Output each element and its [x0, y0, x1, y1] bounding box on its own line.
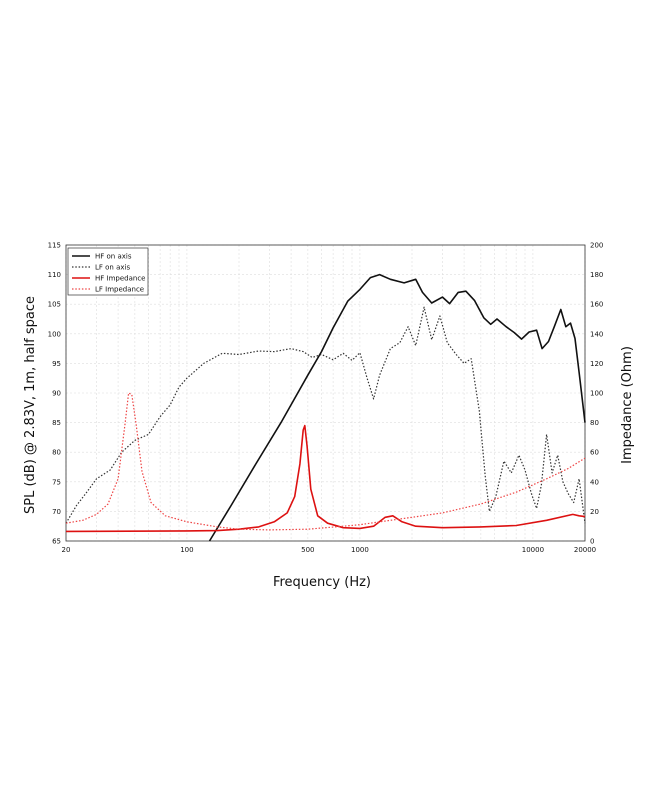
y-right-tick-label: 180 [590, 271, 603, 279]
x-tick-label: 500 [301, 546, 314, 554]
legend-label: HF on axis [95, 253, 132, 261]
y-right-tick-label: 40 [590, 478, 599, 486]
y-right-tick-label: 20 [590, 508, 599, 516]
x-tick-label: 20000 [574, 546, 596, 554]
y-left-tick-label: 65 [52, 538, 61, 546]
y-left-axis-ticks: 65 70 75 80 85 90 95 100 105 110 115 [48, 242, 61, 546]
y-left-tick-label: 90 [52, 390, 61, 398]
y-right-tick-label: 100 [590, 390, 603, 398]
series-hf-on-axis [208, 273, 586, 542]
y-left-tick-label: 75 [52, 478, 61, 486]
y-right-tick-label: 60 [590, 449, 599, 457]
legend-label: LF on axis [95, 264, 130, 272]
y-left-tick-label: 70 [52, 508, 61, 516]
y-right-tick-label: 80 [590, 419, 599, 427]
y-right-tick-label: 200 [590, 242, 603, 250]
y-left-tick-label: 100 [48, 330, 61, 338]
y-left-tick-label: 80 [52, 449, 61, 457]
y-right-axis-title: Impedance (Ohm) [620, 346, 635, 464]
legend: HF on axis LF on axis HF Impedance LF Imped… [67, 247, 149, 296]
series-lf-on-axis [65, 306, 586, 524]
y-left-tick-label: 85 [52, 419, 61, 427]
y-left-tick-label: 105 [48, 301, 61, 309]
y-left-tick-label: 110 [48, 271, 61, 279]
y-right-tick-label: 160 [590, 301, 603, 309]
y-right-tick-label: 0 [590, 538, 594, 546]
x-axis-title: Frequency (Hz) [273, 575, 371, 590]
y-left-tick-label: 95 [52, 360, 61, 368]
y-right-axis-ticks: 0 20 40 60 80 100 120 140 160 180 200 [590, 242, 603, 546]
y-right-tick-label: 140 [590, 330, 603, 338]
legend-label: HF Impedance [95, 275, 145, 283]
x-tick-label: 1000 [351, 546, 369, 554]
y-left-axis-title: SPL (dB) @ 2.83V, 1m, half space [23, 296, 38, 514]
plot-frame [65, 244, 586, 542]
x-tick-label: 10000 [522, 546, 544, 554]
series-lf-impedance [65, 392, 586, 531]
series-hf-impedance [65, 424, 586, 533]
y-left-tick-label: 115 [48, 242, 61, 250]
x-tick-label: 20 [62, 546, 71, 554]
legend-label: LF Impedance [95, 286, 144, 294]
x-tick-label: 100 [180, 546, 193, 554]
y-right-tick-label: 120 [590, 360, 603, 368]
x-axis-ticks: 20 100 500 1000 10000 20000 [62, 546, 597, 554]
series-layer [65, 273, 586, 542]
